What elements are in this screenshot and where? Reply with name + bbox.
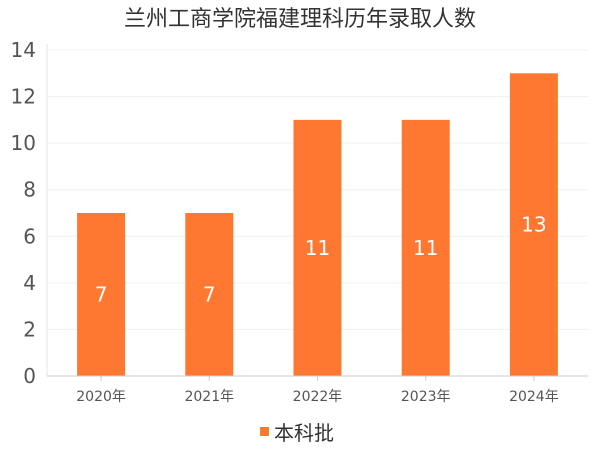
legend: 本科批 [260, 421, 334, 445]
chart-title: 兰州工商学院福建理科历年录取人数 [124, 7, 476, 32]
x-tick-label: 2023年 [401, 389, 451, 405]
x-tick-label: 2021年 [184, 389, 234, 405]
data-label: 11 [305, 236, 330, 260]
legend-swatch-benkepi [260, 427, 269, 436]
x-tick-label: 2020年 [76, 389, 126, 405]
data-label: 7 [95, 283, 108, 307]
y-tick-label: 6 [23, 224, 36, 248]
y-axis: 0 2 4 6 8 10 12 14 [11, 38, 48, 388]
x-tick-label: 2022年 [293, 389, 343, 405]
y-tick-label: 8 [23, 178, 36, 202]
y-tick-label: 14 [11, 38, 36, 62]
bar [77, 213, 126, 376]
y-tick-label: 4 [23, 271, 36, 295]
y-tick-label: 2 [23, 317, 36, 341]
bar [185, 213, 234, 376]
data-label: 13 [521, 213, 546, 237]
y-tick-label: 10 [11, 131, 36, 155]
x-tick-label: 2024年 [509, 389, 559, 405]
y-tick-label: 0 [23, 364, 36, 388]
bars: 7 7 11 11 13 [77, 73, 558, 377]
data-label: 7 [203, 283, 216, 307]
bar [293, 119, 342, 376]
legend-label-benkepi: 本科批 [274, 421, 334, 445]
bar [401, 119, 450, 376]
data-label: 11 [413, 236, 438, 260]
bar [509, 73, 558, 377]
x-axis: 2020年 2021年 2022年 2023年 2024年 [47, 375, 588, 405]
y-tick-label: 12 [11, 85, 36, 109]
